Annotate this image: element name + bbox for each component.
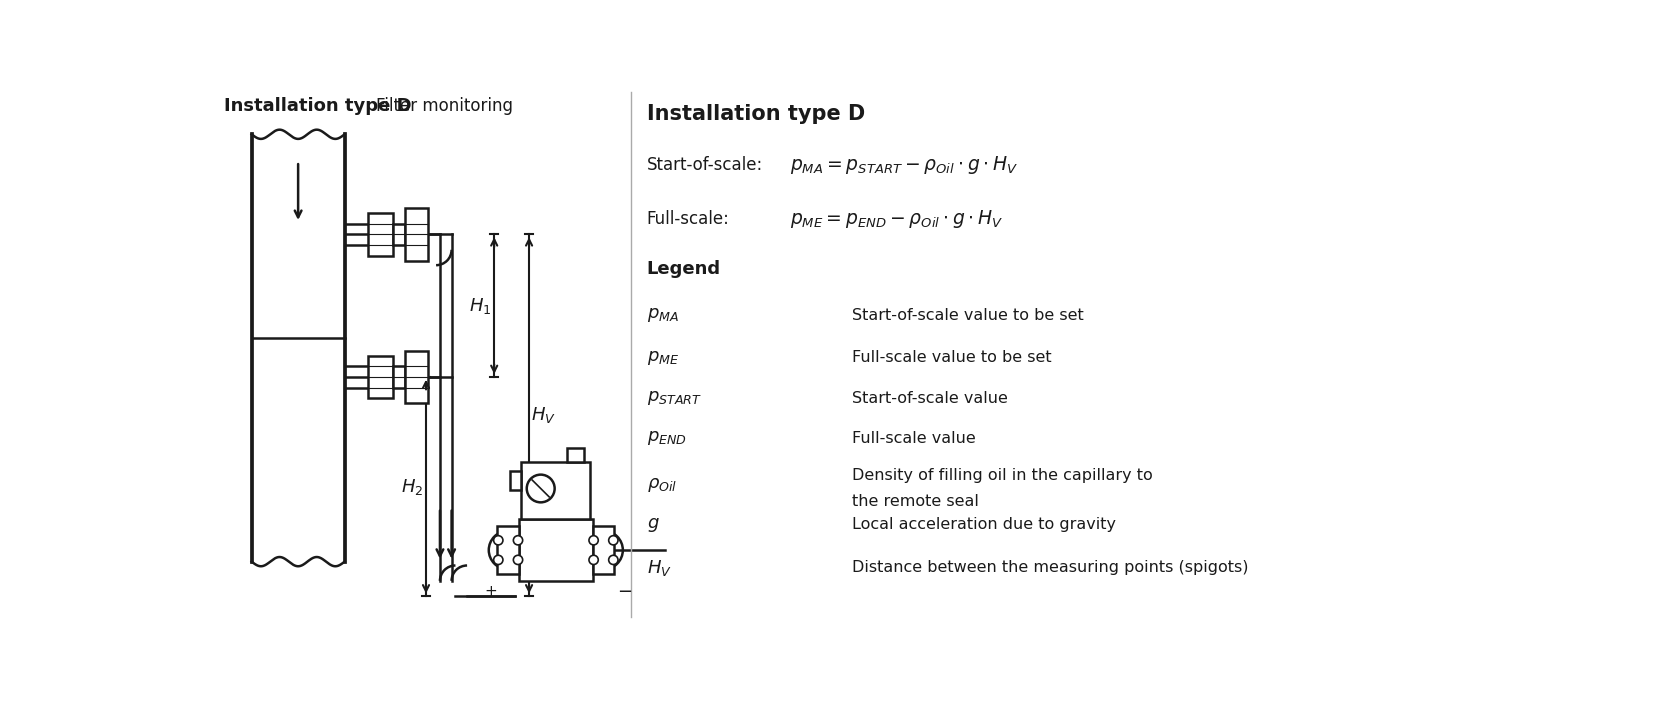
Text: $p_{ME} = p_{END} - \rho_{Oil} \cdot g \cdot H_V$: $p_{ME} = p_{END} - \rho_{Oil} \cdot g \… xyxy=(791,208,1003,230)
Text: $H_V$: $H_V$ xyxy=(647,558,672,578)
Circle shape xyxy=(589,555,599,564)
Text: −: − xyxy=(617,583,632,601)
Circle shape xyxy=(493,555,503,564)
Text: $H_1$: $H_1$ xyxy=(470,296,492,316)
Text: Full-scale value: Full-scale value xyxy=(853,431,976,446)
Bar xyxy=(368,213,393,256)
Text: Legend: Legend xyxy=(647,260,721,278)
Circle shape xyxy=(513,555,523,564)
Text: +: + xyxy=(485,584,498,600)
Bar xyxy=(567,448,584,461)
Bar xyxy=(510,471,520,490)
Text: $p_{ME}$: $p_{ME}$ xyxy=(647,349,679,366)
Bar xyxy=(368,356,393,398)
Text: $p_{START}$: $p_{START}$ xyxy=(647,390,702,407)
Text: Distance between the measuring points (spigots): Distance between the measuring points (s… xyxy=(853,560,1249,576)
Text: Filter monitoring: Filter monitoring xyxy=(376,97,513,115)
Text: Density of filling oil in the capillary to: Density of filling oil in the capillary … xyxy=(853,468,1154,483)
Circle shape xyxy=(584,531,624,569)
Bar xyxy=(520,461,590,519)
Circle shape xyxy=(493,536,503,545)
Text: the remote seal: the remote seal xyxy=(853,494,980,509)
Circle shape xyxy=(527,475,555,503)
Bar xyxy=(405,208,428,260)
Text: $p_{END}$: $p_{END}$ xyxy=(647,430,687,447)
Bar xyxy=(518,519,592,581)
Text: Start-of-scale value: Start-of-scale value xyxy=(853,391,1008,406)
Text: $p_{MA} = p_{START} - \rho_{Oil} \cdot g \cdot H_V$: $p_{MA} = p_{START} - \rho_{Oil} \cdot g… xyxy=(791,154,1018,176)
Text: $H_V$: $H_V$ xyxy=(530,405,555,425)
Bar xyxy=(393,366,405,388)
Circle shape xyxy=(589,536,599,545)
Text: $p_{MA}$: $p_{MA}$ xyxy=(647,306,679,324)
Circle shape xyxy=(609,536,619,545)
Text: $H_2$: $H_2$ xyxy=(401,477,423,496)
Bar xyxy=(497,526,518,574)
Text: Installation type D: Installation type D xyxy=(647,103,864,124)
Circle shape xyxy=(513,536,523,545)
Bar xyxy=(592,526,614,574)
Text: Full-scale value to be set: Full-scale value to be set xyxy=(853,350,1052,365)
Text: Start-of-scale value to be set: Start-of-scale value to be set xyxy=(853,307,1083,323)
Circle shape xyxy=(609,555,619,564)
Text: $\rho_{Oil}$: $\rho_{Oil}$ xyxy=(647,476,677,494)
Circle shape xyxy=(488,531,528,569)
Bar xyxy=(405,351,428,403)
Bar xyxy=(393,224,405,245)
Text: Installation type D: Installation type D xyxy=(224,97,411,115)
Text: Full-scale:: Full-scale: xyxy=(647,210,729,228)
Text: Start-of-scale:: Start-of-scale: xyxy=(647,156,762,174)
Text: Local acceleration due to gravity: Local acceleration due to gravity xyxy=(853,517,1117,532)
Text: $g$: $g$ xyxy=(647,516,660,534)
